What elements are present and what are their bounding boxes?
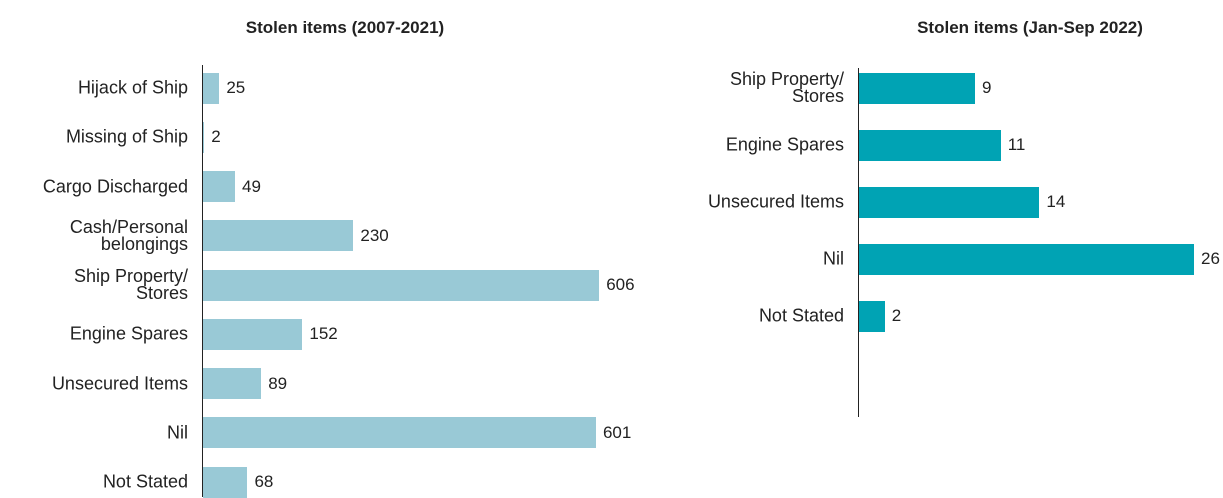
category-label: Not Stated	[102, 471, 188, 492]
bar	[859, 300, 885, 332]
category-label: Unsecured Items	[51, 373, 188, 393]
category-label: Engine Spares	[725, 134, 844, 155]
chart-title: Stolen items (2007-2021)	[245, 18, 445, 37]
category-label: Ship Property/ Stores	[73, 266, 188, 303]
bar	[203, 121, 205, 153]
chart-title: Stolen items (Jan-Sep 2022)	[917, 18, 1143, 37]
category-label: Not Stated	[758, 305, 844, 326]
value-label: 2	[891, 306, 902, 325]
bar	[203, 417, 596, 449]
category-label: Nil	[167, 422, 188, 443]
category-label: Unsecured Items	[707, 191, 844, 212]
value-label: 606	[606, 275, 635, 294]
category-label: Nil	[823, 248, 844, 269]
bar	[203, 220, 354, 252]
bar	[203, 269, 600, 301]
bar	[203, 72, 220, 104]
category-label: Engine Spares	[69, 323, 188, 344]
bar	[203, 466, 248, 498]
bar	[859, 243, 1194, 275]
value-label: 49	[242, 176, 261, 196]
value-label: 89	[268, 373, 288, 393]
category-label: Cargo Discharged	[42, 176, 188, 196]
value-label: 25	[226, 78, 246, 97]
value-label: 11	[1007, 135, 1026, 154]
bar	[859, 129, 1001, 161]
category-label: Cash/Personal belongings	[69, 216, 188, 254]
axis-line	[202, 65, 203, 497]
value-label: 230	[360, 225, 389, 245]
value-label: 601	[602, 422, 632, 442]
bar	[859, 72, 975, 104]
bar	[203, 368, 262, 399]
category-label: Missing of Ship	[65, 126, 188, 147]
value-label: 9	[981, 78, 992, 97]
bar	[203, 171, 236, 202]
axis-line	[858, 68, 859, 417]
bar	[859, 186, 1040, 218]
bar	[203, 318, 303, 350]
value-label: 2	[211, 127, 221, 147]
category-label: Hijack of Ship	[77, 77, 188, 98]
value-label: 152	[309, 324, 338, 344]
value-label: 68	[254, 472, 274, 491]
category-label: Ship Property/ Stores	[729, 69, 844, 106]
value-label: 14	[1046, 192, 1066, 211]
value-label: 26	[1201, 249, 1220, 268]
